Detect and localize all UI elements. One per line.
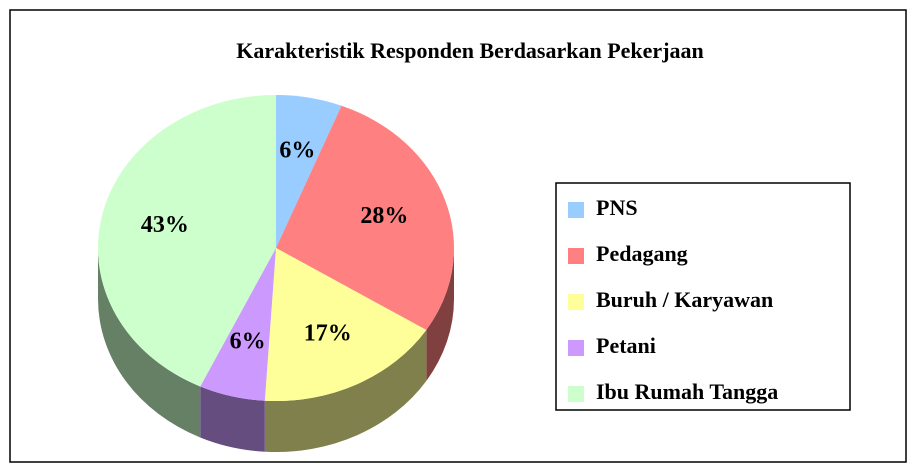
legend-label: Buruh / Karyawan [596, 287, 773, 312]
pie-slice-side [200, 386, 265, 452]
data-label: 28% [360, 203, 408, 229]
legend-label: PNS [596, 195, 638, 220]
legend-box [555, 182, 851, 411]
chart-title: Karakteristik Responden Berdasarkan Peke… [236, 38, 704, 63]
legend-swatch [568, 340, 584, 356]
legend-label: Pedagang [596, 241, 688, 266]
legend-swatch [568, 386, 584, 402]
pie-slice [276, 105, 454, 330]
legend-swatch [568, 202, 584, 218]
pie-slice [264, 248, 427, 401]
legend-label: Ibu Rumah Tangga [596, 379, 778, 404]
pie-slice-side [426, 248, 454, 381]
legend-swatch [568, 248, 584, 264]
pie-slice [98, 95, 276, 387]
legend-label: Petani [596, 333, 656, 358]
data-label: 6% [279, 137, 315, 163]
pie-slice [276, 95, 342, 248]
pie-slice [200, 248, 276, 401]
data-label: 43% [141, 212, 189, 238]
pie-slice-side [98, 248, 201, 438]
legend-swatch [568, 294, 584, 310]
data-label: 17% [304, 321, 352, 347]
data-label: 6% [230, 328, 266, 354]
pie-slice-side [264, 329, 427, 453]
